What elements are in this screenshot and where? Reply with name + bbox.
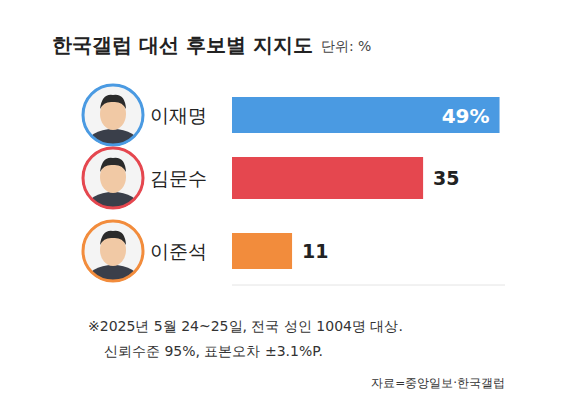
x-axis-line: [232, 285, 505, 286]
bars: [232, 97, 500, 269]
avatar: [80, 219, 146, 297]
data-label: 49%: [442, 104, 490, 128]
category-label: 이재명: [150, 104, 207, 126]
avatar-hair: [100, 158, 126, 172]
avatar-border: [83, 221, 143, 281]
chart: 한국갤럽 대선 후보별 지지도 단위: % 이재명 49% 김문수 35 이준석 11 ※202…: [0, 0, 580, 399]
avatar-border: [83, 85, 143, 145]
category-label: 이준석: [150, 240, 207, 262]
note: 신뢰수준 95%, 표본오차 ±3.1%P.: [104, 343, 323, 359]
avatar-hair: [100, 231, 126, 245]
category-label: 김문수: [150, 167, 207, 189]
avatar-border: [83, 148, 143, 208]
bar: [232, 97, 500, 133]
avatar-face: [80, 219, 146, 297]
avatar-hair: [100, 95, 126, 109]
subtitle: 단위: %: [321, 38, 371, 54]
data-label: 11: [302, 240, 328, 262]
avatar-face: [80, 146, 146, 224]
data-label: 35: [433, 167, 459, 189]
source: 자료=중앙일보·한국갤럽: [371, 376, 505, 390]
title: 한국갤럽 대선 후보별 지지도: [52, 33, 313, 57]
bar: [232, 157, 423, 199]
note: ※2025년 5월 24~25일, 전국 성인 1004명 대상.: [88, 318, 403, 334]
background: [0, 0, 580, 399]
labels: 이재명 49% 김문수 35 이준석 11: [150, 104, 490, 262]
bar: [232, 233, 292, 269]
avatar: [80, 146, 146, 224]
